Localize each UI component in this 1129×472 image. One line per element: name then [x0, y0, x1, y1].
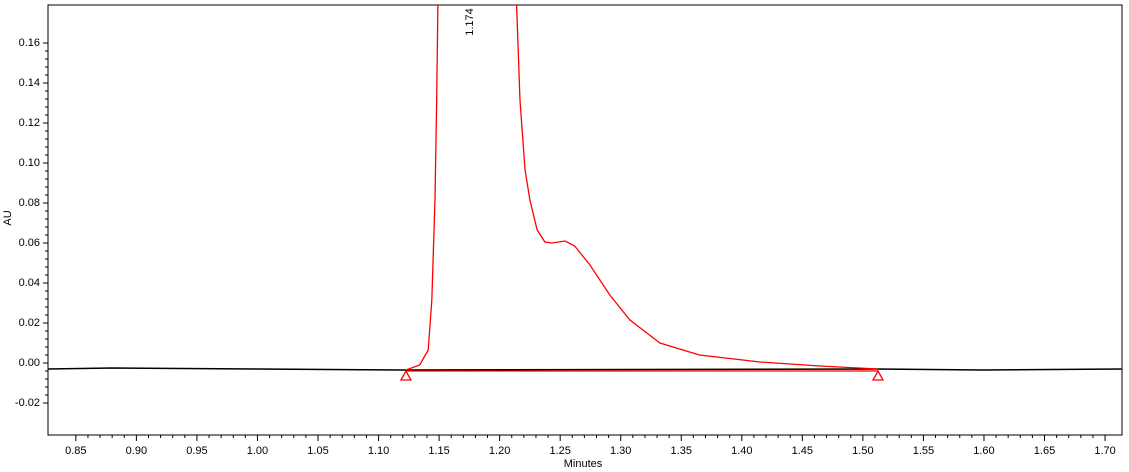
y-tick-label: 0.12 [19, 117, 40, 129]
x-tick-label: 1.10 [368, 445, 389, 457]
y-tick-label: 0.16 [19, 37, 40, 49]
x-tick-label: 1.25 [549, 445, 570, 457]
x-tick-label: 1.65 [1034, 445, 1055, 457]
x-tick-label: 1.30 [610, 445, 631, 457]
x-tick-label: 1.40 [731, 445, 752, 457]
plot-area [48, 5, 1122, 381]
x-tick-label: 0.95 [186, 445, 207, 457]
y-axis-label: AU [2, 210, 14, 225]
x-tick-label: 1.50 [852, 445, 873, 457]
y-tick-label: 0.08 [19, 197, 40, 209]
x-tick-label: 1.20 [489, 445, 510, 457]
y-tick-label: 0.10 [19, 157, 40, 169]
trace-line [405, 5, 879, 371]
peak-marker [871, 369, 885, 381]
y-tick-label: 0.06 [19, 237, 40, 249]
peak-marker [399, 369, 413, 381]
trace-line [48, 367, 1122, 371]
y-tick-label: 0.02 [19, 317, 40, 329]
x-axis-label: Minutes [564, 458, 603, 470]
y-tick-label: 0.00 [19, 357, 40, 369]
y-tick-label: 0.14 [19, 77, 40, 89]
x-tick-label: 1.45 [792, 445, 813, 457]
x-tick-label: 1.60 [973, 445, 994, 457]
x-tick-label: 1.35 [671, 445, 692, 457]
plot-frame [47, 4, 1123, 436]
y-tick-label: -0.02 [15, 397, 40, 409]
x-tick-label: 1.00 [247, 445, 268, 457]
x-tick-label: 1.05 [307, 445, 328, 457]
x-tick-label: 1.15 [428, 445, 449, 457]
x-tick-label: 1.55 [913, 445, 934, 457]
y-tick-label: 0.04 [19, 277, 40, 289]
peak-label: 1.174 [464, 8, 476, 36]
x-tick-label: 0.90 [126, 445, 147, 457]
x-tick-label: 1.70 [1094, 445, 1115, 457]
x-tick-label: 0.85 [65, 445, 86, 457]
